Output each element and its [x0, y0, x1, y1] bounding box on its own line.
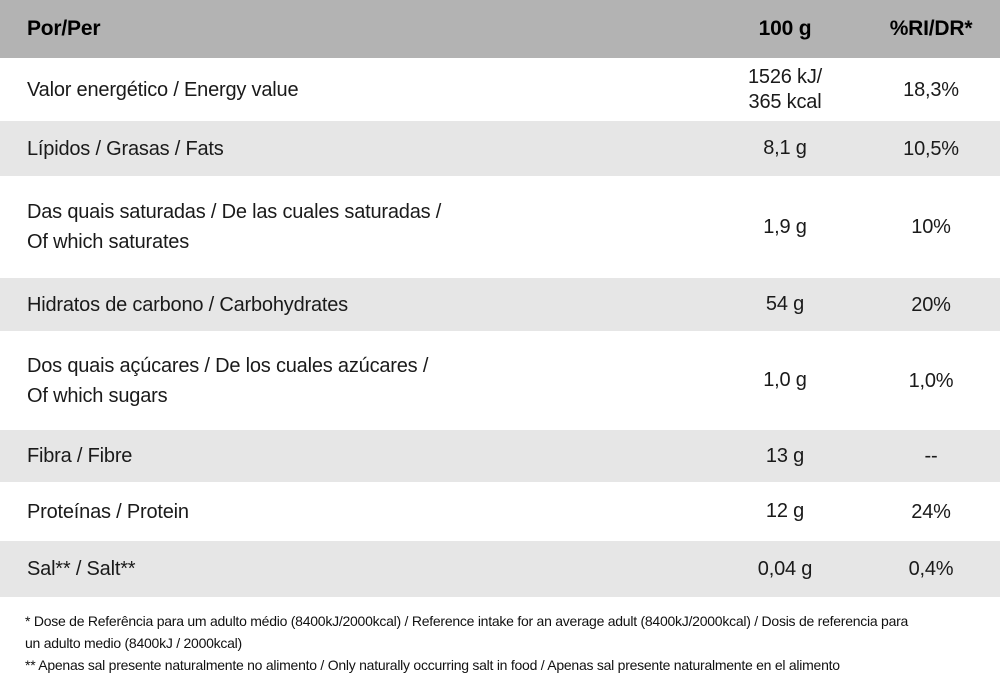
table-row-energy: Valor energético / Energy value 1526 kJ/… — [0, 58, 1000, 121]
row-label: Lípidos / Grasas / Fats — [27, 137, 224, 160]
table-body: Valor energético / Energy value 1526 kJ/… — [0, 58, 1000, 597]
row-label: Sal** / Salt** — [27, 558, 136, 580]
table-row-fibre: Fibra / Fibre 13 g -- — [0, 430, 1000, 482]
row-label: Hidratos de carbono / Carbohydrates — [27, 293, 348, 316]
row-label: Fibra / Fibre — [27, 445, 133, 467]
row-amount: 54 g — [765, 293, 805, 316]
row-ri-percent: 18,3% — [903, 78, 959, 101]
row-ri-percent: 1,0% — [908, 369, 954, 392]
footnotes: * Dose de Referência para um adulto médi… — [0, 597, 1000, 676]
row-amount: 1,9 g — [763, 215, 807, 238]
row-amount: 0,04 g — [757, 557, 813, 580]
table-row-saturates: Das quais saturadas / De las cuales satu… — [0, 176, 1000, 278]
footnote-reference-intake-line-1: * Dose de Referência para um adulto médi… — [25, 613, 909, 629]
table-row-sugars: Dos quais açúcares / De los cuales azúca… — [0, 331, 1000, 430]
table-row-fats: Lípidos / Grasas / Fats 8,1 g 10,5% — [0, 121, 1000, 176]
row-amount: 13 g — [765, 444, 805, 467]
table-header-row: Por/Per 100 g %RI/DR* — [0, 0, 1000, 58]
row-amount: 1,0 g — [763, 369, 807, 392]
column-header-amount: 100 g — [758, 17, 812, 41]
footnote-reference-intake-line-2: un adulto medio (8400kJ / 2000kcal) — [25, 635, 242, 651]
row-ri-percent: 24% — [911, 500, 951, 523]
row-label: Das quais saturadas / De las cuales satu… — [27, 201, 442, 253]
table-row-salt: Sal** / Salt** 0,04 g 0,4% — [0, 541, 1000, 597]
table-row-protein: Proteínas / Protein 12 g 24% — [0, 482, 1000, 541]
table-row-carbohydrates: Hidratos de carbono / Carbohydrates 54 g… — [0, 278, 1000, 331]
row-label: Valor energético / Energy value — [27, 78, 299, 101]
row-ri-percent: -- — [924, 445, 938, 467]
row-label: Dos quais açúcares / De los cuales azúca… — [27, 354, 429, 407]
row-ri-percent: 20% — [911, 293, 951, 316]
row-label: Proteínas / Protein — [27, 500, 189, 523]
row-ri-percent: 0,4% — [908, 558, 954, 580]
row-amount: 8,1 g — [763, 137, 807, 160]
column-header-ri-dr: %RI/DR* — [889, 17, 973, 41]
row-amount: 1526 kJ/ 365 kcal — [747, 66, 822, 113]
column-header-per: Por/Per — [27, 17, 101, 41]
row-ri-percent: 10,5% — [903, 137, 959, 160]
row-ri-percent: 10% — [911, 216, 951, 238]
row-amount: 12 g — [765, 500, 805, 523]
footnote-salt: ** Apenas sal presente naturalmente no a… — [25, 657, 840, 673]
